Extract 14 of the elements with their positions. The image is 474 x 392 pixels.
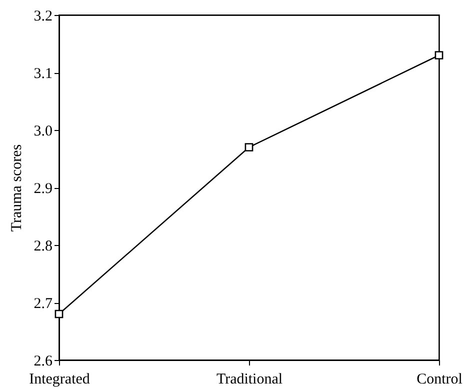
y-tick-label: 3.2 <box>34 8 52 24</box>
y-tick-label: 3.1 <box>34 66 52 82</box>
y-tick-label: 2.8 <box>34 238 52 254</box>
y-tick-label: 2.6 <box>34 354 53 370</box>
point <box>434 51 444 60</box>
y-tick-label: 3.0 <box>34 124 52 140</box>
y-tick-label: 2.9 <box>34 181 52 197</box>
y-tick-label: 2.7 <box>34 296 53 312</box>
x-tick-label: Control <box>416 372 462 388</box>
point <box>244 143 254 152</box>
point <box>54 310 64 318</box>
y-axis-title: Trauma scores <box>8 144 25 232</box>
x-tick-label: Traditional <box>216 372 283 388</box>
x-tick-label: Integrated <box>29 372 90 388</box>
